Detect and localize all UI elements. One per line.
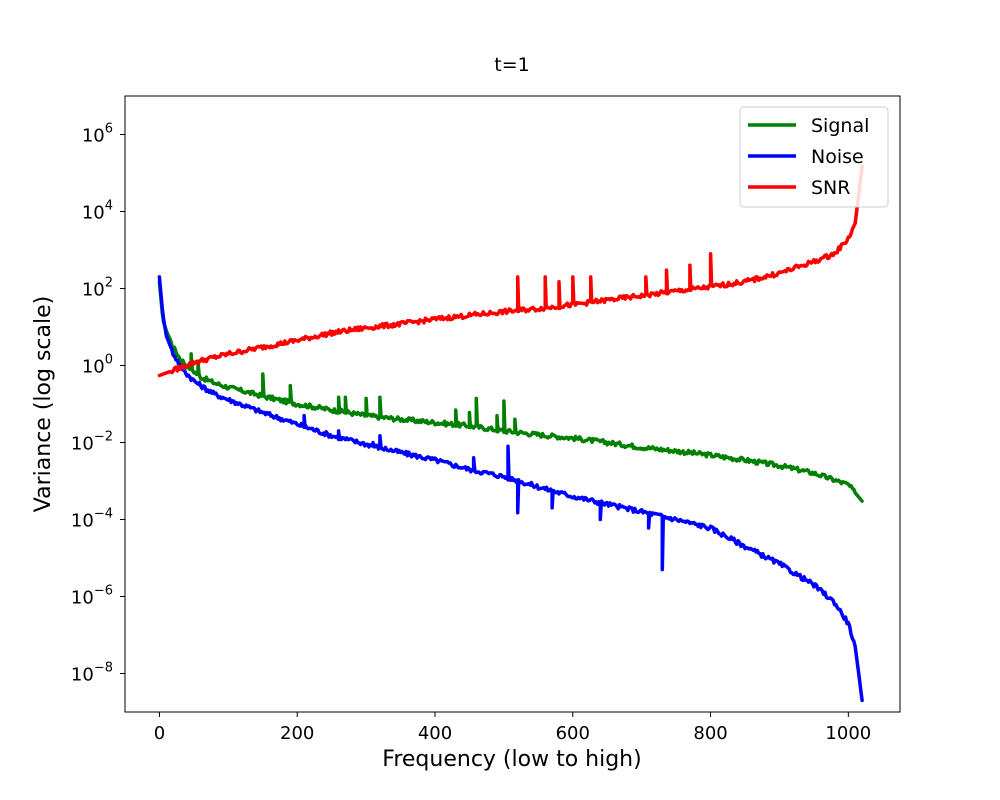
chart-title: t=1 [494,54,529,76]
series-line-snr [157,164,864,378]
series-line-noise [157,275,864,703]
y-axis-label: Variance (log scale) [31,296,56,512]
x-axis-label: Frequency (low to high) [382,747,641,772]
x-tick-label: 800 [693,723,727,744]
series-layer [157,164,864,703]
x-axis: 0 200 400 600 800 1000 [154,712,871,744]
plot-frame [124,95,901,713]
legend-label-signal: Signal [811,115,869,137]
legend: Signal Noise SNR [739,106,889,208]
legend-label-snr: SNR [811,177,850,199]
x-tick-label: 0 [154,723,165,744]
x-tick-label: 200 [280,723,314,744]
x-tick-label: 400 [418,723,452,744]
legend-box [739,106,889,208]
y-tick-label: 10−2 [71,430,113,455]
y-tick-label: 104 [82,199,113,224]
y-axis: 10−8 10−6 10−4 10−2 100 102 104 106 [71,122,125,686]
y-tick-label: 102 [82,276,113,301]
y-tick-label: 100 [82,353,113,378]
legend-label-noise: Noise [811,146,864,168]
x-tick-label: 600 [556,723,590,744]
y-tick-label: 10−8 [71,661,113,686]
y-tick-label: 10−6 [71,584,113,609]
y-tick-label: 106 [82,122,113,147]
series-line-signal [157,279,864,503]
y-tick-label: 10−4 [71,507,113,532]
x-tick-label: 1000 [825,723,871,744]
